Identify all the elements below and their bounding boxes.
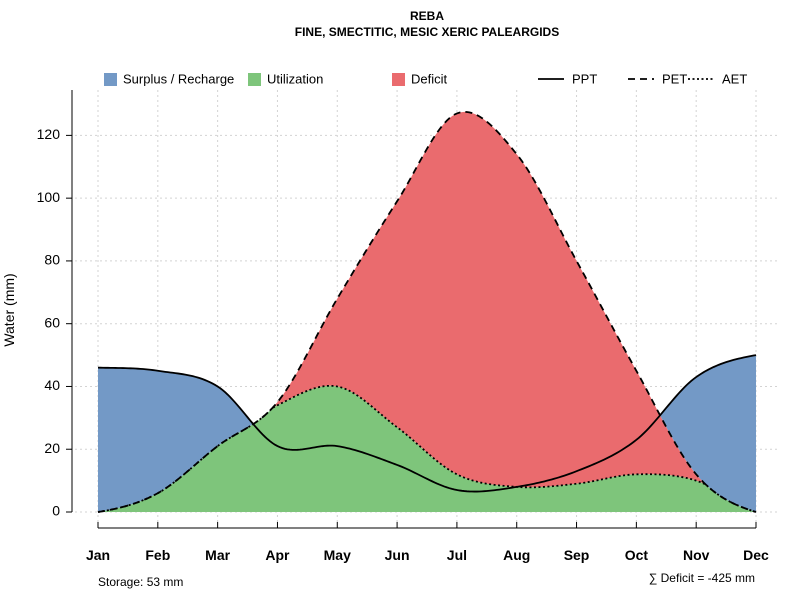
series-line-aet bbox=[97, 384, 757, 513]
y-tick-label: 60 bbox=[44, 314, 60, 330]
legend-label: Surplus / Recharge bbox=[123, 71, 234, 86]
legend-label: AET bbox=[722, 71, 747, 86]
x-tick-label-aug: Aug bbox=[503, 547, 530, 563]
y-tick-label: 0 bbox=[52, 503, 60, 519]
legend-item-utilization: Utilization bbox=[248, 71, 323, 86]
x-tick-label-may: May bbox=[324, 547, 351, 563]
legend-swatch bbox=[392, 73, 405, 86]
legend-item-surplus-recharge: Surplus / Recharge bbox=[104, 71, 234, 86]
legend-item-ppt: PPT bbox=[538, 71, 597, 86]
y-tick-label: 80 bbox=[44, 252, 60, 268]
legend-item-deficit: Deficit bbox=[392, 71, 448, 86]
axes: 0 20 40 60 80 100 120 Jan Feb Mar Apr May Jun Jul Aug S… bbox=[37, 90, 769, 563]
x-tick-label-jan: Jan bbox=[86, 547, 110, 563]
legend-swatch bbox=[104, 73, 117, 86]
series-lines bbox=[97, 111, 757, 513]
x-tick-label-jun: Jun bbox=[385, 547, 410, 563]
chart-subtitle: FINE, SMECTITIC, MESIC XERIC PALEARGIDS bbox=[295, 25, 559, 39]
x-tick-label-apr: Apr bbox=[265, 547, 290, 563]
x-tick-label-nov: Nov bbox=[683, 547, 710, 563]
x-tick-label-sep: Sep bbox=[564, 547, 590, 563]
series-line-ppt bbox=[97, 354, 757, 493]
legend-item-aet: AET bbox=[688, 71, 747, 86]
deficit-annotation: ∑ Deficit = -425 mm bbox=[649, 571, 755, 585]
legend-label: PPT bbox=[572, 71, 597, 86]
y-tick-label: 20 bbox=[44, 440, 60, 456]
x-tick-label-mar: Mar bbox=[205, 547, 230, 563]
surplus-recharge-area bbox=[98, 111, 756, 512]
legend-label: Utilization bbox=[267, 71, 323, 86]
legend-label: PET bbox=[662, 71, 687, 86]
legend-item-pet: PET bbox=[628, 71, 687, 86]
legend-swatch bbox=[248, 73, 261, 86]
y-axis-label: Water (mm) bbox=[1, 273, 17, 346]
chart-title: REBA bbox=[410, 9, 444, 23]
x-tick-label-oct: Oct bbox=[625, 547, 649, 563]
x-tick-label-dec: Dec bbox=[743, 547, 769, 563]
y-tick-label: 40 bbox=[44, 377, 60, 393]
legend-label: Deficit bbox=[411, 71, 448, 86]
legend: Surplus / Recharge Utilization Deficit PPT P… bbox=[104, 71, 747, 86]
y-tick-label: 100 bbox=[37, 189, 61, 205]
x-tick-label-feb: Feb bbox=[145, 547, 170, 563]
storage-annotation: Storage: 53 mm bbox=[98, 575, 183, 589]
y-tick-label: 120 bbox=[37, 126, 61, 142]
deficit-area bbox=[98, 111, 756, 512]
x-tick-label-jul: Jul bbox=[447, 547, 467, 563]
